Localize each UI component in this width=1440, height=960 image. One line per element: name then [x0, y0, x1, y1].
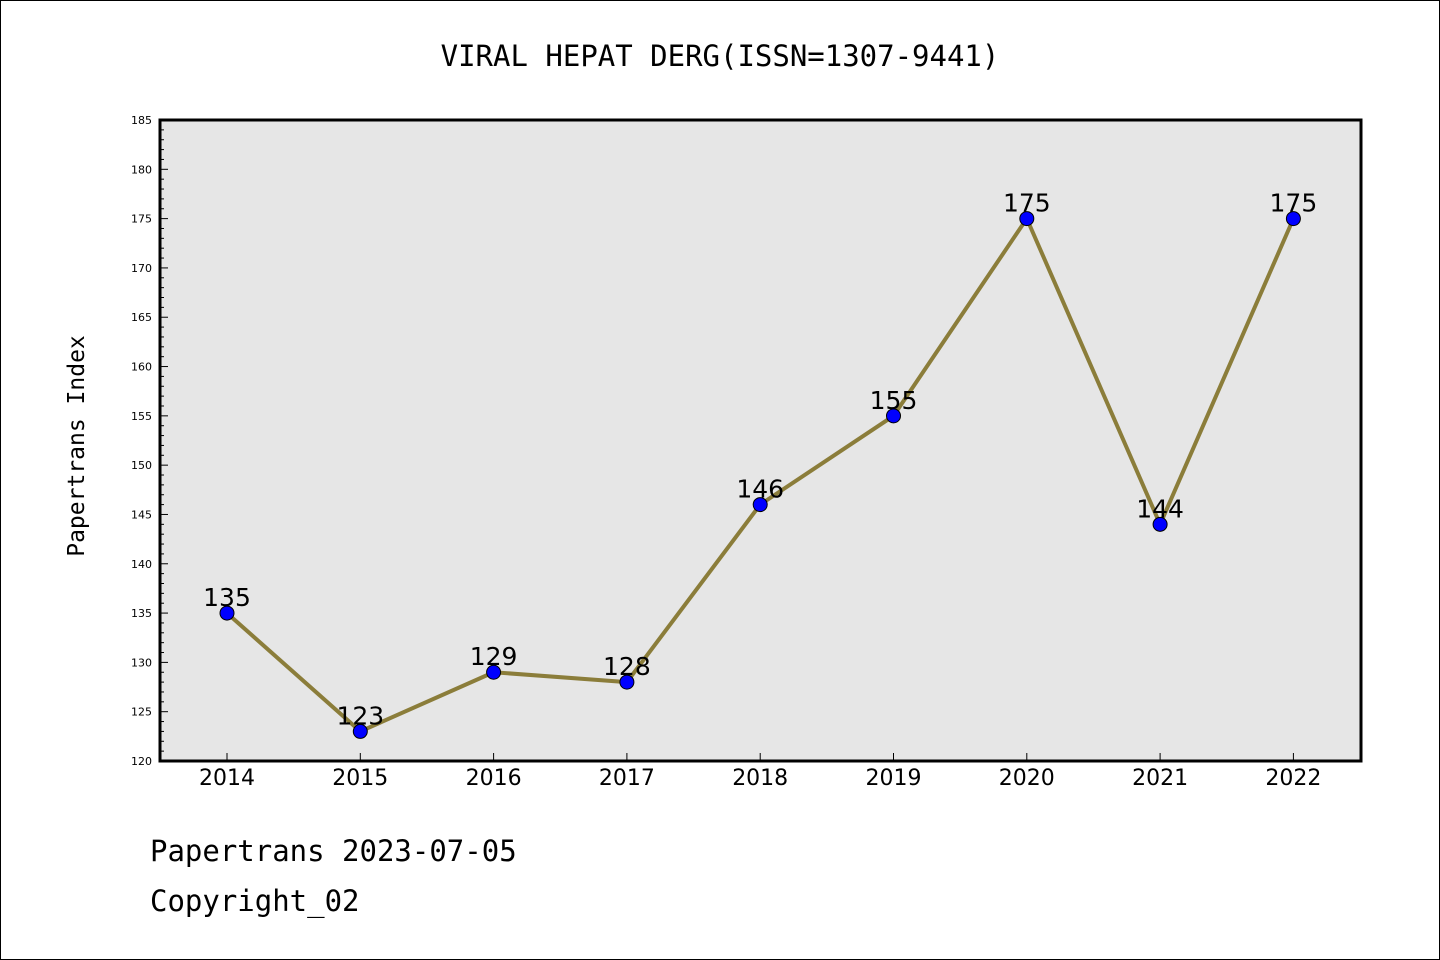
y-tick-label: 150	[131, 459, 152, 472]
data-labels-group: 135 123 129 128 146 155 175 144 175	[203, 189, 1317, 731]
y-tick-label: 175	[131, 213, 152, 226]
footer-copyright-text: Copyright_02	[150, 884, 360, 918]
data-point-marker	[752, 497, 768, 513]
data-label: 175	[1003, 189, 1051, 218]
y-tick-label: 120	[131, 755, 152, 768]
data-point-marker	[352, 723, 368, 739]
y-tick-label: 155	[131, 410, 152, 423]
y-tick-label: 170	[131, 262, 152, 275]
data-point-marker	[886, 408, 901, 424]
plot-area	[158, 118, 1363, 763]
x-tick-label: 2020	[999, 766, 1055, 791]
x-tick-label: 2017	[599, 766, 655, 791]
data-label: 128	[603, 652, 651, 681]
data-point-marker	[1019, 211, 1035, 227]
data-label: 146	[736, 475, 784, 504]
y-tick-label: 140	[131, 558, 152, 571]
x-tick-label: 2015	[332, 766, 388, 791]
data-label: 135	[203, 583, 251, 612]
y-tick-label: 180	[131, 163, 152, 176]
data-point-marker	[1152, 516, 1168, 532]
x-tick-label: 2022	[1265, 766, 1321, 791]
data-label: 155	[870, 386, 918, 415]
data-point-marker	[619, 674, 635, 690]
data-label: 129	[470, 642, 518, 671]
x-tick-label: 2016	[466, 766, 522, 791]
series-group	[219, 211, 1301, 739]
y-tick-label: 135	[131, 607, 152, 620]
footer-date-text: Papertrans 2023-07-05	[150, 834, 517, 868]
y-tick-label: 165	[131, 311, 152, 324]
y-tick-label: 125	[131, 706, 152, 719]
y-tick-label: 130	[131, 656, 152, 669]
y-tick-label: 160	[131, 361, 152, 374]
data-point-marker	[1285, 211, 1301, 227]
data-label: 144	[1136, 494, 1184, 523]
data-point-marker	[486, 664, 502, 680]
chart-title: VIRAL HEPAT DERG(ISSN=1307-9441)	[441, 39, 1000, 73]
x-axis: 2014 2015 2016 2017 2018 2019 2020 2021 2022	[199, 753, 1321, 791]
data-label: 175	[1270, 189, 1318, 218]
y-tick-label: 185	[131, 114, 152, 127]
x-tick-label: 2019	[866, 766, 922, 791]
y-tick-label: 145	[131, 508, 152, 521]
y-axis-label: Papertrans Index	[64, 335, 90, 557]
y-axis: 120 125 130 135 140 145 150 155 160 165 170 175 180 1…	[131, 114, 168, 768]
x-tick-label: 2018	[732, 766, 788, 791]
data-point-marker	[219, 605, 235, 621]
data-label: 123	[336, 701, 384, 730]
x-tick-label: 2014	[199, 766, 255, 791]
x-tick-label: 2021	[1132, 766, 1188, 791]
